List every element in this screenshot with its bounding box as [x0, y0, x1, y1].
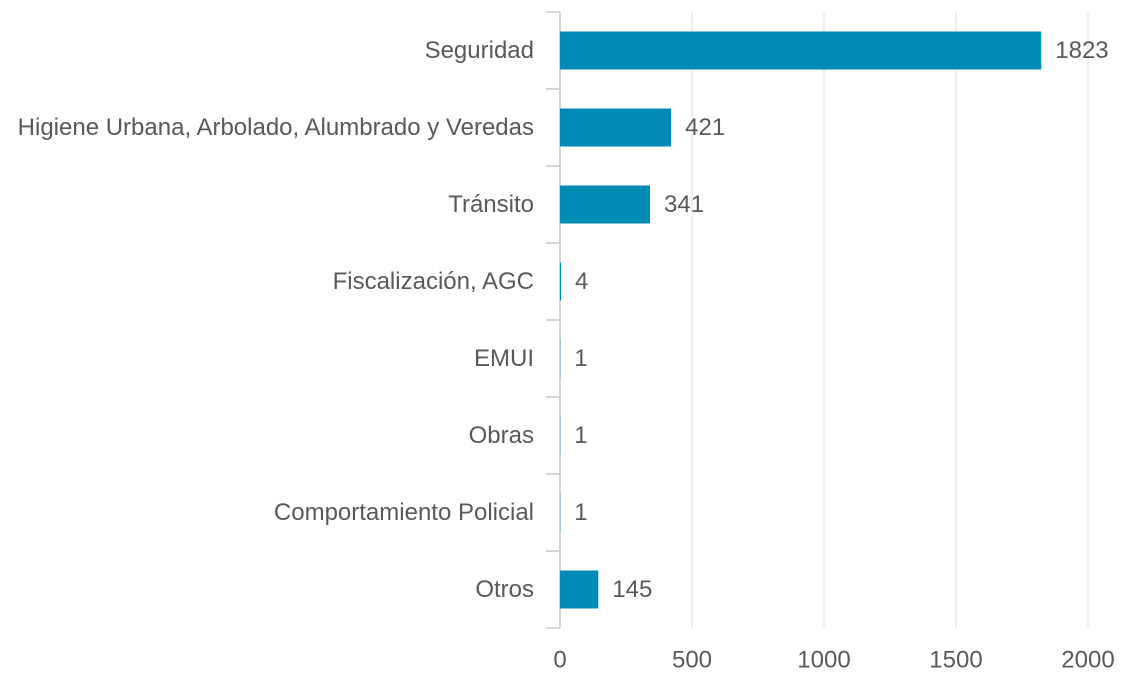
y-tick-label: EMUI: [474, 344, 534, 372]
bar: [560, 31, 1042, 70]
x-tick-label: 0: [553, 646, 566, 673]
data-label: 1: [574, 345, 587, 372]
data-label: 4: [575, 268, 588, 295]
y-tick-label: Fiscalización, AGC: [332, 267, 534, 295]
data-label: 421: [685, 114, 725, 141]
bar: [560, 185, 651, 224]
y-tick-label: Seguridad: [424, 36, 534, 64]
bar: [560, 570, 599, 609]
x-tick-label: 500: [672, 646, 712, 673]
x-tick-label: 1000: [797, 646, 850, 673]
y-tick-label: Obras: [468, 421, 534, 449]
data-label: 1: [574, 422, 587, 449]
bar: [560, 262, 562, 301]
data-label: 1: [574, 499, 587, 526]
y-tick-label: Comportamiento Policial: [273, 498, 534, 526]
y-tick-label: Otros: [475, 575, 534, 603]
y-tick-label: Higiene Urbana, Arbolado, Alumbrado y Ve…: [17, 113, 534, 141]
data-label: 341: [664, 191, 704, 218]
data-label: 1823: [1055, 37, 1108, 64]
data-label: 145: [612, 576, 652, 603]
y-tick-label: Tránsito: [448, 190, 534, 218]
x-tick-label: 1500: [929, 646, 982, 673]
bar: [560, 108, 672, 147]
x-tick-label: 2000: [1061, 646, 1114, 673]
